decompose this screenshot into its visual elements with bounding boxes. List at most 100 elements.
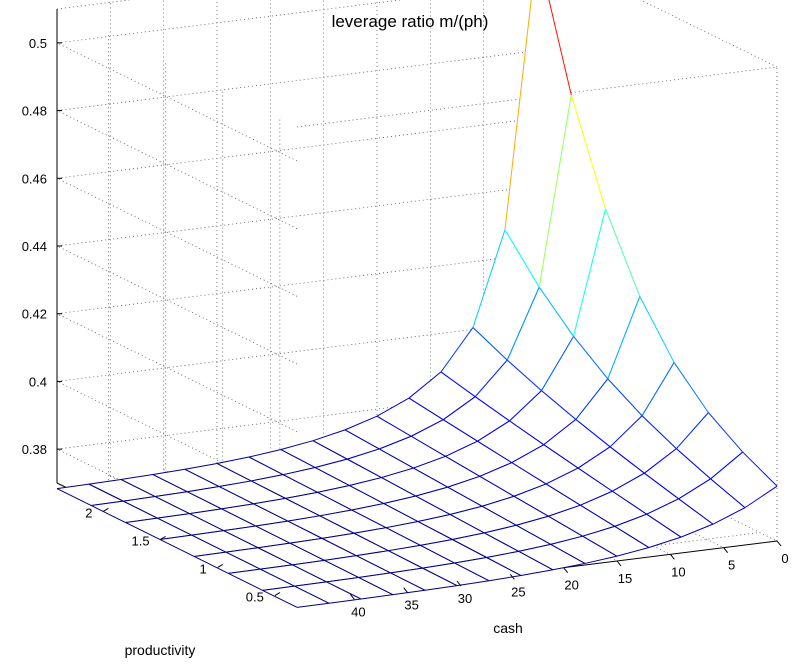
- surface-edge: [388, 544, 421, 552]
- surface-edge: [504, 0, 532, 230]
- surface-edge: [283, 474, 318, 493]
- surface-face: [610, 415, 677, 474]
- surface-edge: [219, 480, 252, 488]
- surface-face: [351, 503, 419, 528]
- surface-edge: [422, 562, 455, 569]
- x-tick-label: 0: [781, 551, 788, 566]
- surface-edge: [548, 504, 581, 517]
- surface-face: [505, 0, 572, 288]
- surface-edge: [262, 589, 298, 608]
- surface-edge: [152, 468, 186, 476]
- surface-edge: [155, 496, 190, 515]
- surface-face: [516, 516, 583, 545]
- z-tick-label: 0.48: [22, 104, 47, 119]
- surface-edge: [326, 576, 359, 583]
- surface-edge: [680, 523, 714, 538]
- surface-edge: [673, 362, 709, 413]
- surface-edge: [614, 513, 647, 527]
- surface-face: [413, 456, 480, 488]
- surface-edge: [479, 462, 513, 477]
- surface-edge: [253, 497, 286, 505]
- surface-face: [486, 551, 553, 576]
- surface-edge: [408, 397, 444, 421]
- surface-edge: [358, 572, 391, 578]
- x-tick-mark: [723, 547, 729, 553]
- surface-mesh: [56, 0, 778, 608]
- surface-edge: [541, 336, 575, 391]
- surface-face: [580, 491, 647, 527]
- surface-face: [418, 514, 485, 540]
- surface-edge: [221, 508, 257, 527]
- surface-edge: [354, 527, 387, 534]
- surface-edge: [548, 0, 572, 96]
- surface-edge: [609, 415, 643, 448]
- surface-edge: [356, 555, 391, 574]
- surface-edge: [543, 444, 579, 469]
- surface-edge: [420, 539, 453, 546]
- surface-edge: [191, 534, 227, 553]
- surface-edge: [646, 513, 682, 538]
- surface-edge: [420, 544, 455, 564]
- surface-edge: [676, 448, 712, 480]
- surface-edge: [283, 467, 316, 476]
- surface-edge: [552, 562, 586, 571]
- surface-edge: [91, 500, 124, 507]
- tick-labels: 0.38 0.4 0.42 0.44 0.46 0.48 0.5 0 5 10 15 20 25 30 35…: [22, 36, 789, 619]
- surface-edge: [518, 543, 551, 552]
- surface-edge: [584, 555, 618, 564]
- surface-edge: [125, 517, 158, 524]
- surface-face: [646, 498, 713, 538]
- surface-face: [383, 496, 451, 522]
- surface-face: [678, 478, 745, 525]
- surface-face: [57, 484, 124, 506]
- surface-face: [153, 469, 220, 492]
- surface-edge: [120, 479, 156, 497]
- surface-edge: [315, 467, 350, 486]
- surface-edge: [257, 547, 293, 566]
- surface-face: [159, 535, 227, 557]
- surface-face: [473, 229, 540, 361]
- surface-edge: [251, 480, 286, 499]
- surface-edge: [678, 498, 714, 525]
- surface-edge: [390, 572, 426, 591]
- surface-face: [319, 510, 387, 534]
- surface-edge: [518, 550, 554, 571]
- surface-edge: [187, 491, 222, 510]
- surface-face: [450, 506, 517, 533]
- surface-edge: [443, 419, 478, 442]
- z-tick-label: 0.44: [22, 239, 47, 254]
- surface-edge: [509, 390, 542, 422]
- x-tick-label: 20: [564, 578, 578, 593]
- surface-face: [607, 296, 675, 416]
- surface-edge: [575, 419, 611, 448]
- surface-edge: [570, 94, 607, 210]
- x-axis-label: cash: [493, 620, 523, 636]
- surface-edge: [484, 524, 517, 534]
- x-tick-label: 40: [351, 604, 365, 619]
- surface-edge: [577, 467, 613, 492]
- surface-edge: [317, 485, 350, 493]
- surface-face: [157, 513, 224, 536]
- surface-face: [482, 496, 549, 526]
- surface-edge: [573, 336, 609, 380]
- surface-edge: [319, 509, 352, 517]
- surface-edge: [612, 490, 647, 515]
- surface-edge: [477, 420, 510, 442]
- surface-face: [612, 473, 679, 515]
- surface-edge: [294, 585, 330, 604]
- surface-face: [219, 480, 286, 504]
- surface-face: [550, 536, 617, 564]
- surface-face: [185, 463, 252, 487]
- surface-edge: [285, 491, 318, 499]
- surface-edge: [445, 440, 478, 457]
- surface-edge: [648, 536, 682, 549]
- surface-edge: [358, 577, 394, 596]
- z-tick-label: 0.5: [29, 36, 47, 51]
- surface-face: [317, 485, 384, 510]
- surface-face: [255, 521, 323, 544]
- surface-edge: [381, 477, 417, 497]
- surface-edge: [228, 568, 261, 574]
- x-tick-mark: [616, 560, 622, 567]
- surface-face: [187, 486, 254, 509]
